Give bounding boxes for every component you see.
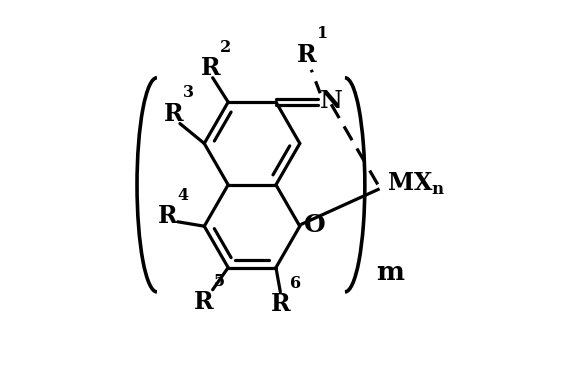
Text: R: R [297, 43, 317, 67]
Text: R: R [194, 290, 213, 314]
Text: O: O [305, 213, 326, 237]
Text: 5: 5 [213, 273, 225, 290]
Text: N: N [320, 89, 343, 113]
Text: 1: 1 [316, 25, 328, 42]
Text: R: R [271, 292, 290, 316]
Text: R: R [158, 205, 178, 229]
Text: MX$_\mathregular{n}$: MX$_\mathregular{n}$ [387, 171, 445, 197]
Text: m: m [376, 260, 404, 285]
Text: R: R [200, 56, 220, 80]
Text: 2: 2 [220, 39, 231, 56]
Text: 4: 4 [178, 187, 189, 204]
Text: 6: 6 [290, 275, 301, 292]
Text: R: R [164, 102, 183, 126]
Text: 3: 3 [183, 85, 194, 102]
